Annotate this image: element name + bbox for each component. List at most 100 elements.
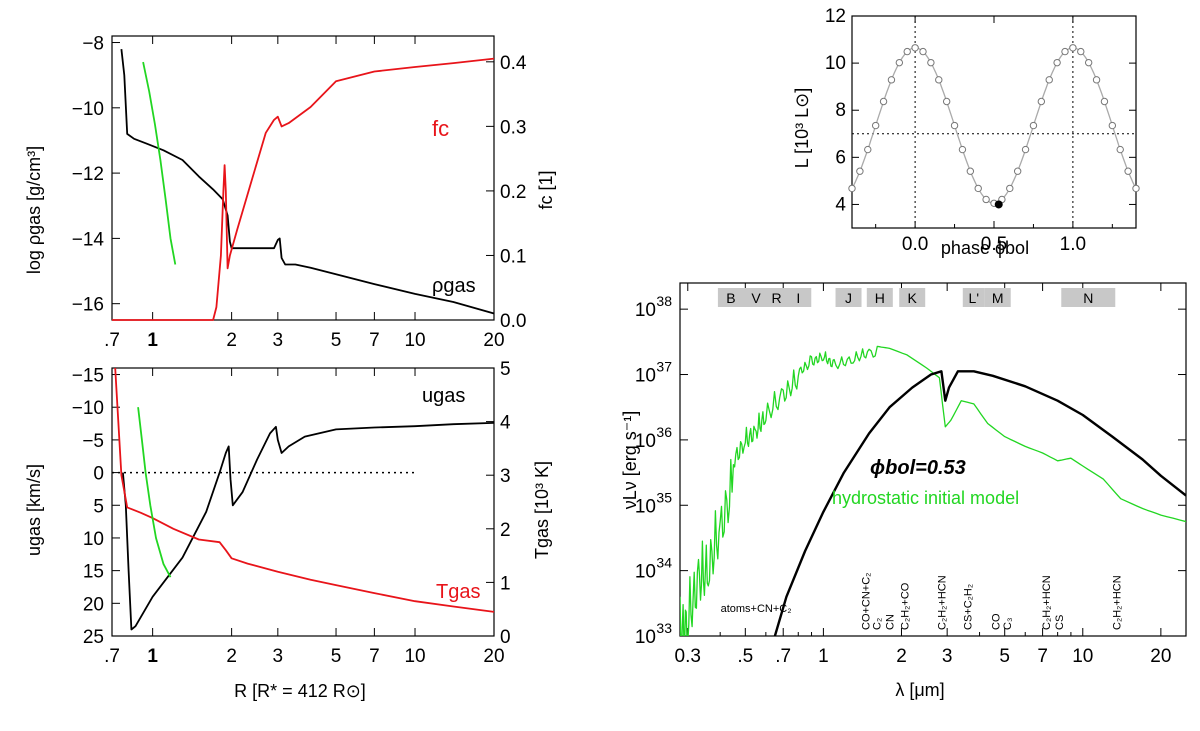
tl-xtick-label: .7	[104, 330, 120, 351]
tr-sample-point	[1045, 76, 1053, 84]
tr-ylabel: L [10³ L⊙]	[792, 88, 812, 168]
br-band-B	[717, 288, 744, 307]
annotation-rho-gas: ρgas	[432, 275, 476, 297]
br-band-label: N	[1083, 290, 1093, 306]
tr-sample-point	[942, 97, 951, 106]
bl-xtick-label: 3	[273, 646, 284, 667]
bl-ytick-label: 5	[93, 496, 104, 517]
br-ytick-label: 10	[635, 562, 656, 583]
tl-xtick-label: 1	[147, 330, 158, 351]
br-ytick-exponent: 35	[656, 489, 672, 505]
tr-sample-point	[1006, 184, 1014, 193]
tr-sample-point	[1116, 145, 1124, 154]
tr-sample-point	[879, 97, 888, 106]
tr-ytick-label: 10	[825, 53, 846, 74]
bl-ytick-label: 15	[83, 562, 104, 583]
annotation-fc: fc	[432, 116, 449, 141]
br-xtick-label: 0.3	[675, 646, 701, 667]
br-band-L'	[962, 288, 985, 307]
bl-ytick-label: −5	[82, 431, 104, 452]
br-band-I	[785, 288, 812, 307]
br-molecule-label: CS+C₂H₂	[963, 584, 975, 630]
bl-xtick-label: 10	[404, 646, 425, 667]
tl-y2label: fc [1]	[536, 170, 556, 209]
br-molecule-label: C₂H₂+HCN	[1041, 575, 1053, 630]
br-molecule-label: CO+CN+C₂	[860, 573, 872, 630]
tr-sample-point	[1053, 58, 1061, 67]
br-molecule-label: CN	[885, 614, 897, 630]
tl-series-green	[142, 61, 177, 265]
tr-xlabel: phase ϕbol	[941, 238, 1029, 258]
br-xtick-label: 5	[999, 646, 1010, 667]
br-xtick-label: 20	[1150, 646, 1171, 667]
br-series-hydrostatic	[680, 345, 1186, 636]
tr-sample-point	[1108, 121, 1117, 130]
br-molecule-label: C₂H₂+CO	[899, 582, 911, 630]
bl-xtick-label: .7	[104, 646, 120, 667]
br-band-N	[1061, 288, 1116, 307]
tr-sample-point	[903, 47, 911, 56]
br-molecule-label: C₂H₂+HCN	[936, 575, 948, 630]
br-band-J	[835, 288, 862, 307]
bl-y2tick-label: 0	[500, 627, 511, 648]
bl-ytick-label: −15	[72, 366, 104, 387]
tl-xtick-label: 2	[226, 330, 237, 351]
bl-ytick-label: 20	[83, 594, 104, 615]
bl-series-ugas	[122, 422, 495, 631]
bl-y2tick-label: 4	[500, 413, 511, 434]
br-xtick-label: 3	[942, 646, 953, 667]
tr-sample-point	[1132, 184, 1140, 193]
tr-frame	[851, 15, 1137, 229]
bl-frame	[111, 367, 495, 637]
br-ytick-exponent: 36	[656, 424, 672, 440]
br-ytick-label: 10	[635, 431, 656, 452]
tr-sample-point	[1029, 121, 1038, 130]
tr-sample-point	[919, 47, 927, 56]
tr-sample-point	[927, 58, 935, 67]
br-molecule-label: atoms+CN+C₂	[721, 603, 792, 615]
tr-ytick-label: 12	[825, 6, 846, 27]
br-ytick-label: 10	[635, 627, 656, 648]
br-molecule-label: CO	[990, 613, 1002, 630]
tr-sample-point	[1069, 44, 1077, 52]
br-band-V	[743, 288, 770, 307]
tl-ytick-label: −14	[72, 229, 105, 250]
tr-sample-point	[1013, 167, 1022, 175]
tl-xtick-label: 20	[483, 330, 504, 351]
tl-y2tick-label: 0.1	[500, 246, 526, 267]
tr-series-L	[851, 47, 1137, 204]
tr-sample-point	[1021, 145, 1030, 154]
br-band-K	[899, 288, 926, 307]
bl-y2tick-label: 5	[500, 359, 511, 380]
br-ytick-label: 10	[635, 496, 656, 517]
tr-sample-point	[864, 145, 872, 154]
br-band-label: B	[726, 290, 735, 306]
tr-sample-point	[887, 76, 896, 84]
br-molecule-label: C₃	[1002, 618, 1014, 630]
bl-xtick-label: 5	[331, 646, 342, 667]
tr-sample-point	[1077, 47, 1085, 56]
br-ytick-exponent: 38	[656, 293, 672, 309]
tr-ytick-label: 4	[835, 194, 846, 215]
br-band-label: V	[751, 290, 761, 306]
bl-ytick-label: 0	[93, 464, 104, 485]
tr-sample-point	[1037, 97, 1046, 106]
tr-sample-point	[935, 76, 943, 84]
bl-ytick-label: −10	[72, 398, 104, 419]
br-ytick-exponent: 37	[656, 359, 672, 375]
bl-y2tick-label: 3	[500, 466, 511, 487]
tl-y2tick-label: 0.4	[500, 53, 527, 74]
tr-current-phase-point	[994, 200, 1003, 209]
bl-xtick-label: 1	[147, 646, 158, 667]
bl-xtick-label: 7	[369, 646, 380, 667]
bl-xlabel: R [R* = 412 R⊙]	[234, 681, 366, 701]
tl-frame	[111, 35, 495, 321]
tr-xtick-label: 1.0	[1060, 234, 1086, 255]
br-ytick-label: 10	[635, 300, 656, 321]
annotation-t-gas: Tgas	[436, 581, 480, 603]
br-band-label: J	[845, 290, 852, 306]
br-band-H	[866, 288, 893, 307]
density-panel: .7 1 2 3 5 7 10 20 −16 −14 −12 −10 −8 0.0 0.1 0.2 0.3 0.4	[72, 34, 527, 351]
